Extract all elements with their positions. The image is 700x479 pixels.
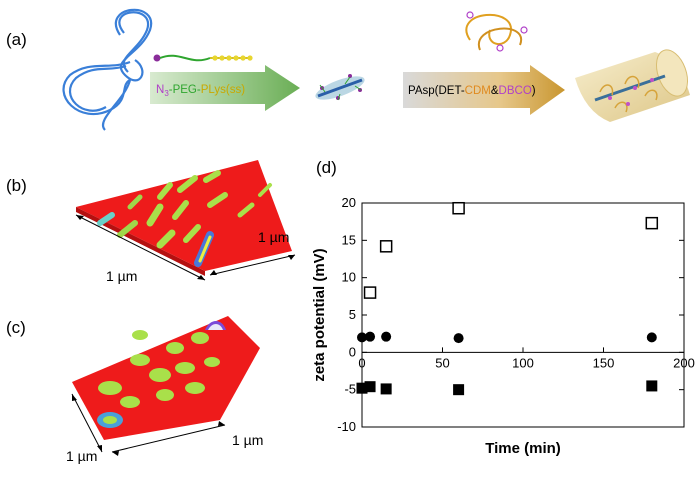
- y-tick-label: 5: [349, 307, 356, 322]
- y-tick-label: -5: [344, 382, 356, 397]
- point-filled-circle: [453, 333, 464, 344]
- afm-image-b: [75, 160, 296, 281]
- pdna-strand-icon: [62, 8, 153, 131]
- y-tick-label: -10: [337, 419, 356, 434]
- panel-label-b: (b): [6, 176, 27, 195]
- point-open-square: [452, 201, 465, 215]
- x-tick-label: 50: [435, 355, 449, 370]
- scale-bar-y-c: 1 µm: [232, 432, 264, 448]
- point-filled-square: [356, 382, 368, 394]
- x-tick-label: 150: [593, 355, 615, 370]
- panel-label-c: (c): [6, 318, 26, 337]
- afm-rods-b: [97, 170, 272, 267]
- point-filled-circle: [646, 332, 657, 343]
- pasp-polymer-icon: [465, 11, 528, 52]
- y-tick-label: 20: [342, 195, 356, 210]
- panel-label-a: (a): [6, 30, 27, 49]
- coated-micelle-icon: [575, 49, 690, 122]
- point-filled-square: [646, 380, 658, 392]
- point-filled-circle: [357, 332, 367, 343]
- point-filled-circle: [365, 331, 376, 342]
- x-tick-label: 200: [673, 355, 695, 370]
- y-tick-label: 10: [342, 270, 356, 285]
- y-tick-label: 0: [349, 344, 356, 359]
- point-open-square: [363, 286, 377, 299]
- afm-image-c: [71, 316, 260, 456]
- panel-a-schematic: N3-PEG-PLys(ss) PAsp(DET-CDM&DBCO): [62, 8, 690, 131]
- x-axis-label: Time (min): [485, 440, 561, 457]
- reaction-arrow-1: [150, 65, 300, 111]
- point-open-square: [379, 240, 393, 253]
- point-filled-square: [364, 381, 376, 393]
- x-tick-label: 100: [512, 355, 534, 370]
- x-tick-label: 0: [358, 355, 365, 370]
- scale-bar-x-b: 1 µm: [106, 268, 138, 284]
- point-open-square: [645, 216, 659, 230]
- arrow2-label: PAsp(DET-CDM&DBCO): [408, 85, 536, 97]
- reaction-arrow-2: [403, 65, 565, 115]
- scale-bar-x-c: 1 µm: [66, 448, 98, 464]
- point-filled-square: [453, 384, 465, 396]
- plot-frame: [361, 202, 685, 428]
- point-filled-square: [380, 383, 392, 395]
- scale-bar-y-b: 1 µm: [258, 229, 290, 245]
- point-filled-circle: [381, 331, 392, 342]
- arrow1-label: N3-PEG-PLys(ss): [156, 84, 245, 98]
- y-axis-label: zeta potential (mV): [311, 248, 328, 381]
- panel-label-d: (d): [316, 158, 337, 177]
- afm-particles-c: [97, 321, 226, 428]
- block-copolymer-icon: [153, 54, 253, 62]
- polyplex-micelle-icon: [315, 74, 365, 101]
- y-tick-label: 15: [342, 232, 356, 247]
